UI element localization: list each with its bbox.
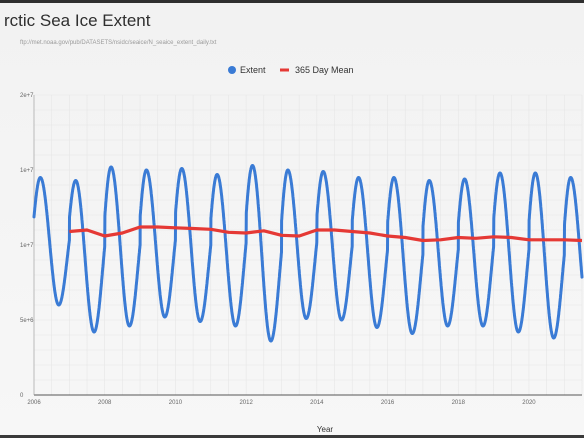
y-tick-label: 5e+6 [20, 318, 34, 324]
mean-line [69, 227, 582, 241]
series-mean [69, 227, 582, 241]
legend-extent-label: Extent [240, 65, 266, 75]
y-tick-label: 2e+7 [20, 93, 34, 99]
x-tick-label: 2020 [522, 400, 536, 406]
x-tick-label: 2008 [98, 400, 112, 406]
series-extent [34, 166, 582, 342]
x-tick-label: 2006 [27, 400, 41, 406]
legend-extent-marker [228, 66, 236, 74]
extent-line [34, 166, 582, 342]
legend-mean-marker [280, 69, 289, 72]
y-tick-label: 1e+7 [20, 243, 34, 249]
legend: Extent 365 Day Mean [228, 65, 354, 75]
x-tick-label: 2018 [452, 400, 466, 406]
x-tick-label: 2010 [169, 400, 183, 406]
x-axis-title: Year [317, 425, 334, 434]
x-tick-label: 2012 [239, 400, 253, 406]
x-tick-label: 2016 [381, 400, 395, 406]
x-tick-label: 2014 [310, 400, 324, 406]
chart: 2006 2008 2010 2012 2014 2016 2018 2020 0 5e+6 1e+… [0, 3, 584, 438]
y-tick-label: 0 [20, 393, 24, 399]
y-tick-label: 1e+7 [20, 168, 34, 174]
gridlines [34, 95, 582, 395]
legend-mean-label: 365 Day Mean [295, 65, 354, 75]
